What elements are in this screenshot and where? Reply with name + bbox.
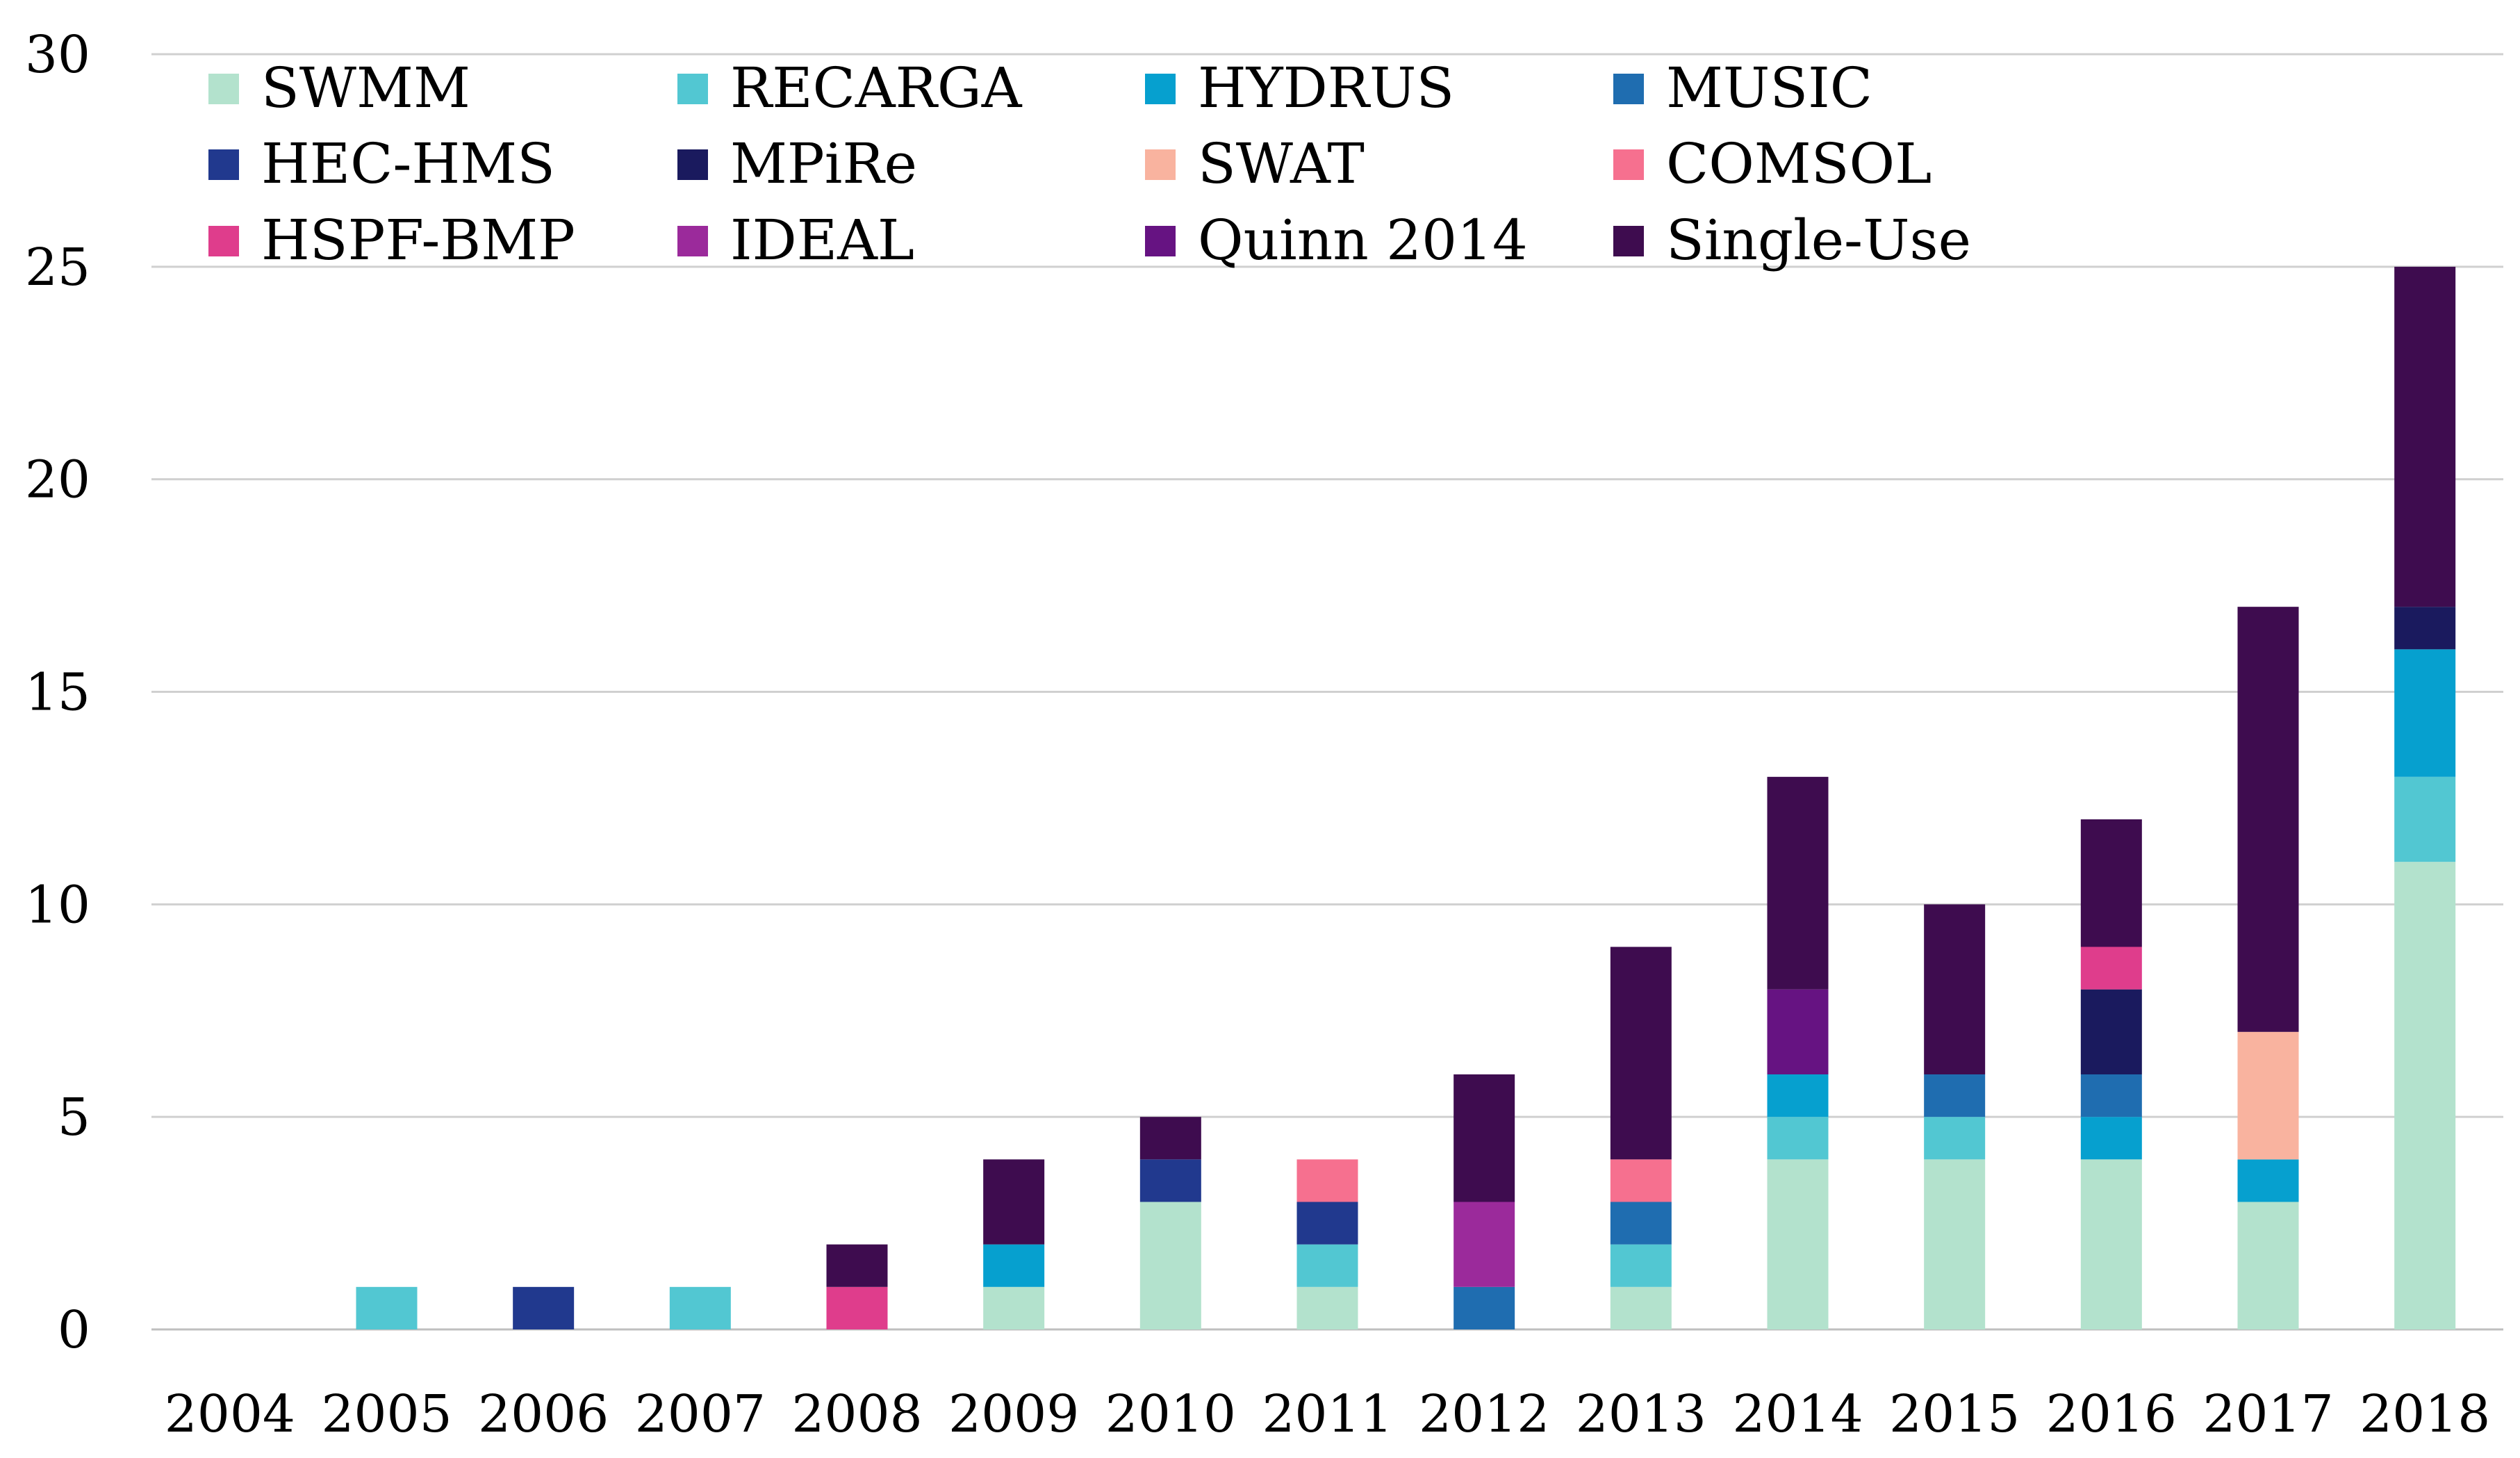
bar-single-use-2016 xyxy=(2080,819,2142,947)
bar-recarga-2018 xyxy=(2394,776,2456,862)
legend-label-swmm: SWMM xyxy=(261,56,470,120)
legend-label-hec-hms: HEC-HMS xyxy=(261,131,555,196)
bar-swmm-2013 xyxy=(1610,1286,1672,1329)
x-tick-label: 2009 xyxy=(948,1384,1079,1444)
bar-single-use-2015 xyxy=(1924,904,1986,1074)
x-tick-label: 2018 xyxy=(2360,1384,2490,1444)
legend-swatch-recarga xyxy=(677,74,708,104)
bar-music-2013 xyxy=(1610,1202,1672,1245)
bar-single-use-2010 xyxy=(1139,1117,1201,1160)
bar-swmm-2010 xyxy=(1139,1202,1201,1329)
x-tick-label: 2008 xyxy=(791,1384,922,1444)
bar-hydrus-2016 xyxy=(2080,1117,2142,1160)
x-tick-label: 2007 xyxy=(635,1384,766,1444)
bar-single-use-2013 xyxy=(1610,947,1672,1160)
legend-swatch-swmm xyxy=(208,74,239,104)
legend-label-hspf-bmp: HSPF-BMP xyxy=(261,208,575,272)
legend-swatch-ideal xyxy=(677,226,708,256)
bar-single-use-2018 xyxy=(2394,266,2456,607)
bar-quinn-2014-2014 xyxy=(1767,989,1829,1074)
x-tick-label: 2017 xyxy=(2202,1384,2333,1444)
bar-comsol-2011 xyxy=(1296,1159,1358,1202)
bar-swmm-2009 xyxy=(983,1286,1045,1329)
bar-single-use-2012 xyxy=(1453,1074,1515,1202)
legend-swatch-mpire xyxy=(677,149,708,180)
bar-recarga-2011 xyxy=(1296,1244,1358,1287)
bar-swmm-2017 xyxy=(2237,1202,2299,1329)
bar-single-use-2014 xyxy=(1767,776,1829,990)
legend-swatch-hspf-bmp xyxy=(208,226,239,256)
legend-label-music: MUSIC xyxy=(1666,56,1872,120)
x-tick-label: 2016 xyxy=(2046,1384,2177,1444)
bar-swmm-2014 xyxy=(1767,1159,1829,1329)
legend: SWMM RECARGA HYDRUS MUSIC HEC-HMS MPiRe SWAT CO… xyxy=(208,56,1971,272)
bar-recarga-2007 xyxy=(669,1286,731,1329)
bar-hydrus-2014 xyxy=(1767,1074,1829,1117)
legend-label-single-use: Single-Use xyxy=(1666,208,1971,272)
bar-recarga-2015 xyxy=(1924,1117,1986,1160)
legend-swatch-hec-hms xyxy=(208,149,239,180)
bar-hydrus-2009 xyxy=(983,1244,1045,1287)
bar-hec-hms-2010 xyxy=(1139,1159,1201,1202)
y-tick-label: 5 xyxy=(58,1088,90,1147)
bar-recarga-2013 xyxy=(1610,1244,1672,1287)
bar-single-use-2008 xyxy=(826,1244,888,1287)
legend-label-comsol: COMSOL xyxy=(1666,131,1932,196)
legend-swatch-comsol xyxy=(1613,149,1644,180)
bar-swmm-2015 xyxy=(1924,1159,1986,1329)
bar-hspf-bmp-2016 xyxy=(2080,947,2142,990)
legend-label-quinn-2014: Quinn 2014 xyxy=(1198,208,1528,272)
y-tick-label: 30 xyxy=(25,25,90,85)
x-tick-label: 2011 xyxy=(1262,1384,1392,1444)
bar-hec-hms-2006 xyxy=(513,1286,575,1329)
bar-ideal-2012 xyxy=(1453,1202,1515,1287)
y-tick-label: 0 xyxy=(58,1300,90,1360)
bars xyxy=(356,266,2456,1329)
legend-label-ideal: IDEAL xyxy=(730,208,914,272)
bar-swmm-2018 xyxy=(2394,862,2456,1329)
bar-recarga-2005 xyxy=(356,1286,418,1329)
bar-hydrus-2018 xyxy=(2394,649,2456,777)
x-tick-label: 2005 xyxy=(321,1384,452,1444)
bar-mpire-2018 xyxy=(2394,607,2456,650)
y-tick-label: 15 xyxy=(25,663,90,723)
legend-swatch-hydrus xyxy=(1145,74,1176,104)
gridlines xyxy=(151,53,2503,1331)
legend-swatch-quinn-2014 xyxy=(1145,226,1176,256)
legend-label-hydrus: HYDRUS xyxy=(1198,56,1454,120)
bar-swmm-2016 xyxy=(2080,1159,2142,1329)
x-tick-label: 2012 xyxy=(1419,1384,1549,1444)
bar-music-2016 xyxy=(2080,1074,2142,1117)
x-tick-label: 2010 xyxy=(1105,1384,1236,1444)
legend-label-recarga: RECARGA xyxy=(730,56,1023,120)
bar-music-2012 xyxy=(1453,1286,1515,1329)
bar-hydrus-2017 xyxy=(2237,1159,2299,1202)
legend-label-mpire: MPiRe xyxy=(730,131,917,196)
x-tick-label: 2015 xyxy=(1889,1384,2020,1444)
bar-hspf-bmp-2008 xyxy=(826,1286,888,1329)
bar-comsol-2013 xyxy=(1610,1159,1672,1202)
x-tick-label: 2004 xyxy=(165,1384,295,1444)
bar-single-use-2017 xyxy=(2237,607,2299,1032)
bar-swat-2017 xyxy=(2237,1031,2299,1160)
x-tick-label: 2014 xyxy=(1732,1384,1863,1444)
legend-swatch-single-use xyxy=(1613,226,1644,256)
legend-swatch-swat xyxy=(1145,149,1176,180)
legend-label-swat: SWAT xyxy=(1198,131,1365,196)
bar-swmm-2011 xyxy=(1296,1286,1358,1329)
bar-music-2015 xyxy=(1924,1074,1986,1117)
bar-hec-hms-2011 xyxy=(1296,1202,1358,1245)
x-axis-tick-labels: 2004 2005 2006 2007 2008 2009 2010 2011 2012 2013… xyxy=(165,1384,2491,1444)
bar-recarga-2014 xyxy=(1767,1117,1829,1160)
legend-swatch-music xyxy=(1613,74,1644,104)
x-tick-label: 2013 xyxy=(1576,1384,1706,1444)
y-tick-label: 25 xyxy=(25,238,90,297)
y-tick-label: 10 xyxy=(25,875,90,935)
x-tick-label: 2006 xyxy=(478,1384,609,1444)
y-tick-label: 20 xyxy=(25,450,90,510)
y-axis-tick-labels: 0 5 10 15 20 25 30 xyxy=(25,25,90,1360)
bar-mpire-2016 xyxy=(2080,989,2142,1074)
bar-single-use-2009 xyxy=(983,1159,1045,1245)
